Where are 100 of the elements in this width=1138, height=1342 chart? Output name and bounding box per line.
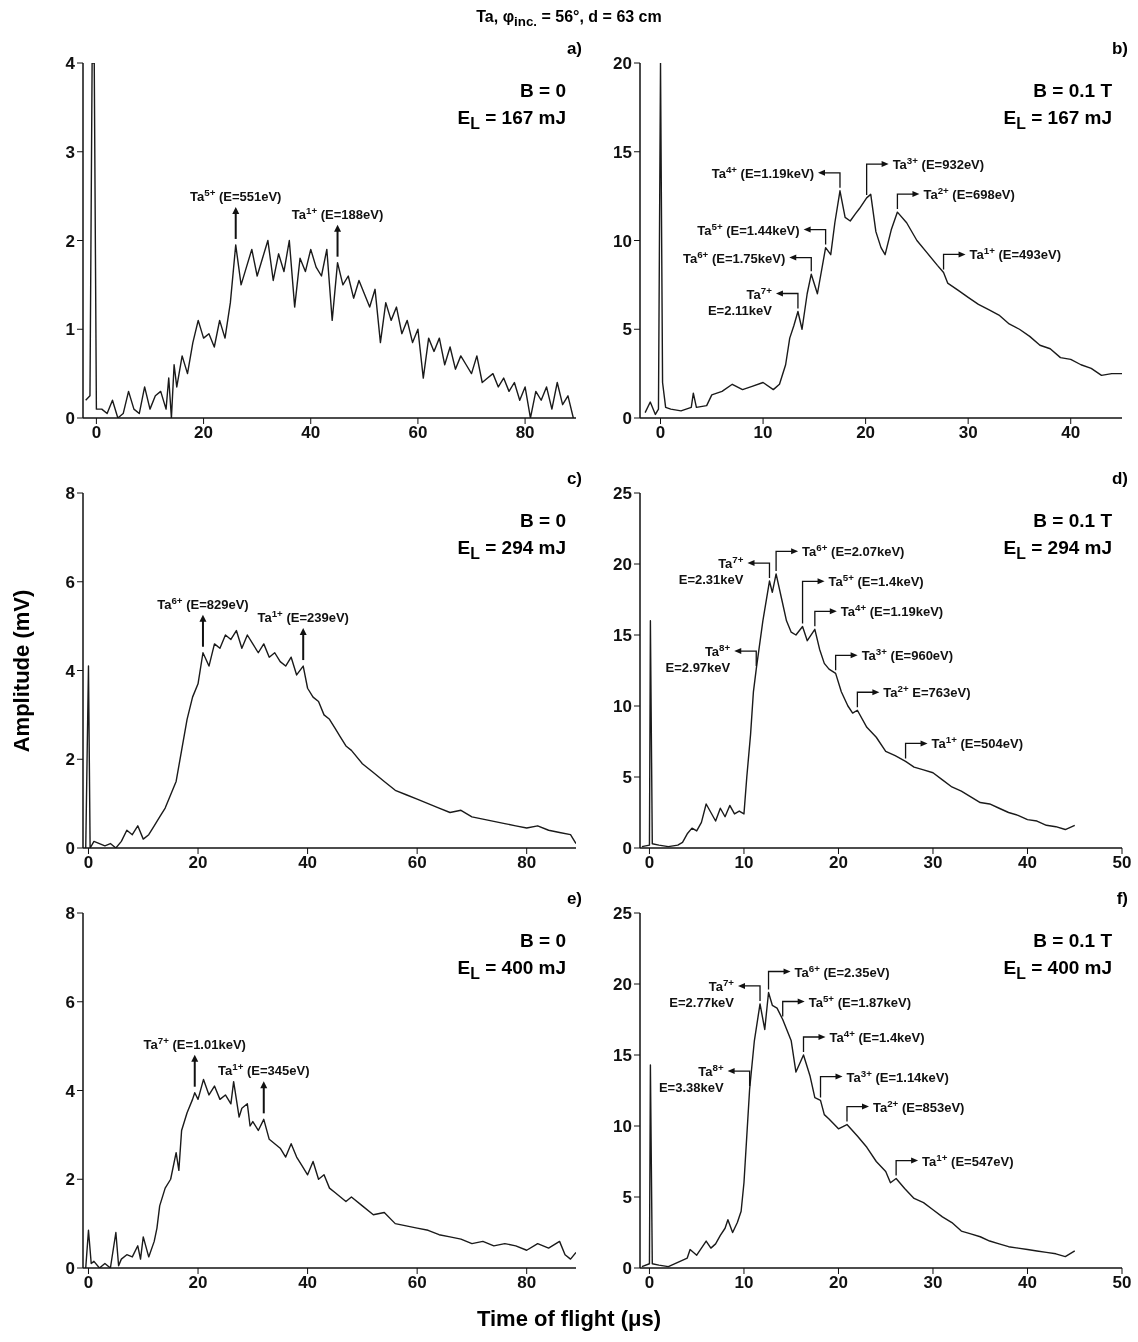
x-tick-label: 10 <box>734 1273 754 1293</box>
annotation: E$_{L}$ = 167 mJ <box>457 106 566 134</box>
annotation: B = 0 <box>519 509 566 533</box>
y-tick-label: 3 <box>65 142 75 162</box>
y-tick-label: 6 <box>65 992 75 1012</box>
x-tick-label: 10 <box>753 423 773 443</box>
line-series <box>644 63 1122 416</box>
annotation: Ta$^{3+}$ (E=960eV) <box>861 645 954 664</box>
annotation: Ta$^{6+}$ (E=1.75keV) <box>682 248 786 266</box>
y-tick-label: 5 <box>622 768 632 788</box>
y-tick-label: 0 <box>65 839 75 859</box>
y-tick-label: 5 <box>622 1188 632 1208</box>
y-tick-label: 0 <box>622 839 632 859</box>
annotation: Ta$^{5+}$ (E=1.87keV) <box>808 992 912 1010</box>
y-tick-label: 20 <box>613 54 632 74</box>
x-tick-label: 0 <box>83 1273 94 1293</box>
annotation: E$_{L}$ = 294 mJ <box>1003 536 1112 564</box>
x-axis-title: Time of flight (μs) <box>475 1306 663 1332</box>
y-tick-label: 0 <box>65 1259 75 1279</box>
x-tick-label: 40 <box>298 853 318 873</box>
annotation: Ta$^{7+}$ E=2.31keV <box>678 553 744 588</box>
x-tick-label: 20 <box>188 1273 208 1293</box>
annotation: Ta$^{1+}$ (E=493eV) <box>969 244 1062 263</box>
y-tick-label: 5 <box>622 320 632 340</box>
annotation: Ta$^{7+}$ (E=1.01keV) <box>143 1034 246 1052</box>
y-tick-label: 20 <box>613 555 632 575</box>
annotation: Ta$^{7+}$ E=2.77keV <box>669 976 735 1010</box>
chart-subtitle: b) <box>1111 39 1128 59</box>
chart-subtitle: c) <box>566 469 582 489</box>
annotation: Ta$^{1+}$ (E=504eV) <box>931 733 1024 752</box>
y-tick-label: 0 <box>622 409 632 429</box>
x-tick-label: 40 <box>1061 423 1081 443</box>
y-tick-label: 10 <box>613 697 632 717</box>
x-tick-label: 60 <box>407 853 427 873</box>
annotation: Ta$^{6+}$ (E=2.35eV) <box>794 962 890 980</box>
y-tick-label: 4 <box>65 54 76 74</box>
x-tick-label: 60 <box>407 1273 427 1293</box>
x-tick-label: 20 <box>188 853 208 873</box>
y-tick-label: 15 <box>613 626 632 646</box>
annotation: Ta$^{4+}$ (E=1.4keV) <box>829 1027 925 1045</box>
y-tick-label: 4 <box>65 661 76 681</box>
chart-subtitle: d) <box>1111 469 1128 489</box>
x-tick-label: 40 <box>1018 1273 1037 1293</box>
y-tick-label: 1 <box>65 320 75 340</box>
y-tick-label: 0 <box>622 1259 632 1279</box>
annotation: B = 0.1 T <box>1032 79 1112 103</box>
annotation: E$_{L}$ = 400 mJ <box>457 956 566 984</box>
x-tick-label: 0 <box>655 423 666 443</box>
y-tick-label: 10 <box>613 231 632 251</box>
annotation: B = 0.1 T <box>1032 509 1112 533</box>
y-tick-label: 20 <box>613 975 632 995</box>
annotation: Ta$^{5+}$ (E=551eV) <box>189 186 282 204</box>
annotation: Ta$^{4+}$ (E=1.19keV) <box>840 601 944 620</box>
annotation: Ta$^{6+}$ (E=829eV) <box>157 594 249 612</box>
y-tick-label: 15 <box>613 142 632 162</box>
annotation: Ta$^{1+}$ (E=547eV) <box>922 1151 1014 1169</box>
y-tick-label: 2 <box>65 231 75 251</box>
annotation: Ta$^{1+}$ (E=188eV) <box>291 204 384 222</box>
x-tick-label: 80 <box>515 423 535 443</box>
annotation: E$_{L}$ = 400 mJ <box>1003 956 1112 984</box>
x-tick-label: 30 <box>923 853 943 873</box>
y-tick-label: 25 <box>613 484 632 504</box>
annotation: Ta$^{7+}$ E=2.11keV <box>707 284 773 318</box>
x-tick-label: 10 <box>734 853 754 873</box>
chart-title: Ta, φ$_{inc.}$ = 56°, d = 63 cm <box>475 8 663 30</box>
annotation: Ta$^{2+}$ E=763eV) <box>883 682 971 701</box>
y-tick-label: 8 <box>65 904 75 924</box>
annotation: Ta$^{3+}$ (E=932eV) <box>892 154 985 173</box>
x-tick-label: 30 <box>958 423 978 443</box>
x-tick-label: 20 <box>829 853 848 873</box>
annotation: Ta$^{6+}$ (E=2.07keV) <box>802 541 905 560</box>
annotation: Ta$^{1+}$ (E=239eV) <box>257 607 349 626</box>
y-tick-label: 15 <box>613 1046 632 1066</box>
y-axis-title: Amplitude (mV) <box>9 588 35 755</box>
x-tick-label: 0 <box>644 853 655 873</box>
annotation: B = 0 <box>519 79 566 103</box>
y-tick-label: 6 <box>65 572 75 592</box>
annotation: Ta$^{5+}$ (E=1.44keV) <box>697 220 800 238</box>
annotation: Ta$^{5+}$ (E=1.4keV) <box>828 571 924 590</box>
annotation: Ta$^{3+}$ (E=1.14keV) <box>846 1067 949 1085</box>
x-tick-label: 50 <box>1112 1273 1132 1293</box>
x-tick-label: 20 <box>829 1273 848 1293</box>
y-tick-label: 10 <box>613 1117 632 1137</box>
y-tick-label: 0 <box>65 409 75 429</box>
x-tick-label: 0 <box>644 1273 655 1293</box>
chart-subtitle: a) <box>566 39 582 59</box>
annotation: B = 0 <box>519 929 566 953</box>
x-tick-label: 80 <box>517 853 537 873</box>
annotation: E$_{L}$ = 294 mJ <box>457 536 566 564</box>
x-tick-label: 50 <box>1112 853 1132 873</box>
x-tick-label: 20 <box>856 423 876 443</box>
annotation: Ta$^{2+}$ (E=698eV) <box>923 184 1015 203</box>
chart-subtitle: e) <box>566 889 582 909</box>
x-tick-label: 30 <box>923 1273 943 1293</box>
x-tick-label: 0 <box>83 853 94 873</box>
x-tick-label: 40 <box>1018 853 1037 873</box>
annotation: Ta$^{8+}$ E=2.97keV <box>665 641 731 676</box>
y-tick-label: 2 <box>65 1170 75 1190</box>
annotation: E$_{L}$ = 167 mJ <box>1003 106 1112 134</box>
annotation: Ta$^{4+}$ (E=1.19keV) <box>711 163 814 181</box>
